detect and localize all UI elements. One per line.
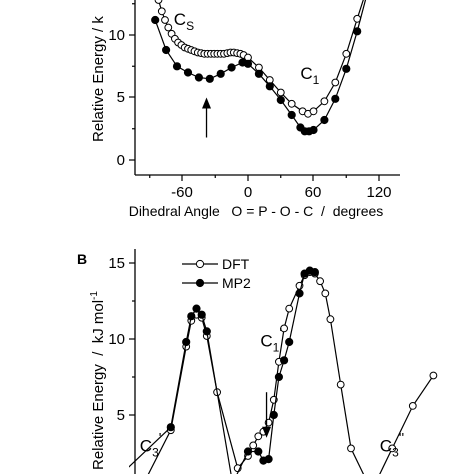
data-point	[254, 69, 263, 78]
data-point	[162, 45, 171, 55]
data-point	[254, 447, 263, 456]
data-point	[287, 110, 296, 120]
data-point	[309, 125, 318, 135]
data-point	[121, 468, 128, 474]
data-point	[295, 289, 304, 298]
data-point	[342, 64, 351, 73]
y-tick-label: 10	[108, 27, 125, 44]
series-line-mp2	[129, 269, 316, 474]
data-point	[287, 99, 296, 108]
panel-a: 0 5 10 -60 0 60 120 Relative Energy / k Dihedr…	[90, 0, 400, 219]
data-point	[353, 27, 362, 36]
x-tick-label: 60	[305, 184, 322, 201]
legend-label: DFT	[222, 256, 250, 272]
legend-marker	[195, 259, 205, 269]
data-point	[408, 402, 417, 410]
y-tick-label: 5	[117, 89, 125, 106]
data-point	[243, 447, 253, 456]
data-point	[326, 315, 335, 324]
legend-label: MP2	[222, 275, 251, 291]
data-point	[320, 97, 329, 106]
data-point	[161, 16, 169, 24]
data-point	[154, 0, 163, 4]
data-point	[192, 304, 201, 313]
data-point	[243, 59, 253, 68]
data-point	[274, 372, 283, 382]
conformer-label: C3'	[140, 430, 162, 460]
data-point	[269, 410, 278, 420]
data-point	[429, 371, 438, 380]
data-point	[310, 268, 319, 277]
data-point	[205, 74, 214, 83]
panel-b-letter: B	[77, 251, 87, 267]
arrow-head	[262, 426, 272, 438]
data-point	[320, 115, 329, 125]
panel-b: B 5 15 10 Relative Energy / kJ mol-1 DFT MP…	[59, 249, 438, 474]
data-point	[280, 356, 289, 365]
data-point	[276, 88, 285, 97]
data-point	[157, 7, 166, 16]
data-point	[151, 15, 160, 25]
panel-a-ticks: 0 5 10 -60 0 60 120	[108, 3, 392, 201]
conformer-label: C3''	[380, 430, 404, 460]
data-point	[309, 107, 318, 116]
y-tick-label: 15	[108, 255, 125, 272]
panel-b-y-axis-title: Relative Energy / kJ mol-1	[89, 291, 107, 470]
data-point	[202, 327, 211, 336]
legend-marker	[195, 278, 205, 288]
data-point	[276, 95, 285, 105]
data-point	[254, 432, 263, 441]
data-point	[182, 337, 191, 347]
data-point	[280, 324, 289, 333]
data-point	[194, 73, 203, 82]
x-tick-label: -60	[171, 184, 193, 201]
panel-a-x-axis-title: Dihedral Angle O = P - O - C / degrees	[129, 203, 384, 219]
data-point	[336, 380, 345, 389]
y-tick-label: 10	[108, 331, 125, 348]
data-point	[264, 455, 273, 464]
data-point	[164, 23, 173, 32]
data-point	[183, 68, 193, 77]
y-tick-label: 5	[117, 407, 125, 424]
data-point	[285, 304, 294, 313]
data-point	[347, 444, 355, 453]
panel-a-y-axis-title: Relative Energy / k	[90, 16, 107, 142]
data-point	[187, 312, 196, 321]
panel-b-marks	[59, 266, 438, 474]
panel-b-legend: DFT MP2	[182, 256, 251, 291]
y-tick-label: 0	[117, 152, 125, 169]
panel-b-annotations: C1' C3' C3''	[140, 325, 404, 460]
data-point	[331, 78, 340, 87]
data-point	[316, 277, 325, 286]
data-point	[121, 468, 128, 474]
plot-area	[151, 0, 367, 136]
data-point	[285, 337, 294, 347]
arrow-head	[202, 97, 212, 109]
data-point	[265, 82, 274, 91]
conformer-label: CS	[174, 10, 194, 33]
data-point	[227, 63, 236, 72]
panel-a-marks	[151, 0, 367, 136]
panel-a-annotations: CS C1	[174, 10, 320, 138]
plot-area	[59, 266, 438, 474]
data-point	[342, 49, 351, 58]
data-point	[388, 444, 397, 453]
series-line-dft	[147, 271, 434, 474]
x-tick-label: 120	[366, 184, 391, 201]
x-tick-label: 0	[244, 184, 252, 201]
data-point	[216, 69, 225, 78]
data-point	[59, 366, 66, 373]
conformer-label: C1	[300, 64, 319, 87]
data-point	[166, 423, 175, 432]
data-point	[249, 441, 258, 450]
data-point	[321, 289, 330, 298]
data-point	[331, 94, 340, 103]
conformer-label: C1'	[260, 325, 282, 355]
data-point	[70, 372, 77, 379]
data-point	[172, 62, 182, 71]
data-point	[197, 310, 206, 319]
panel-b-ticks: 5 15 10	[108, 255, 135, 424]
